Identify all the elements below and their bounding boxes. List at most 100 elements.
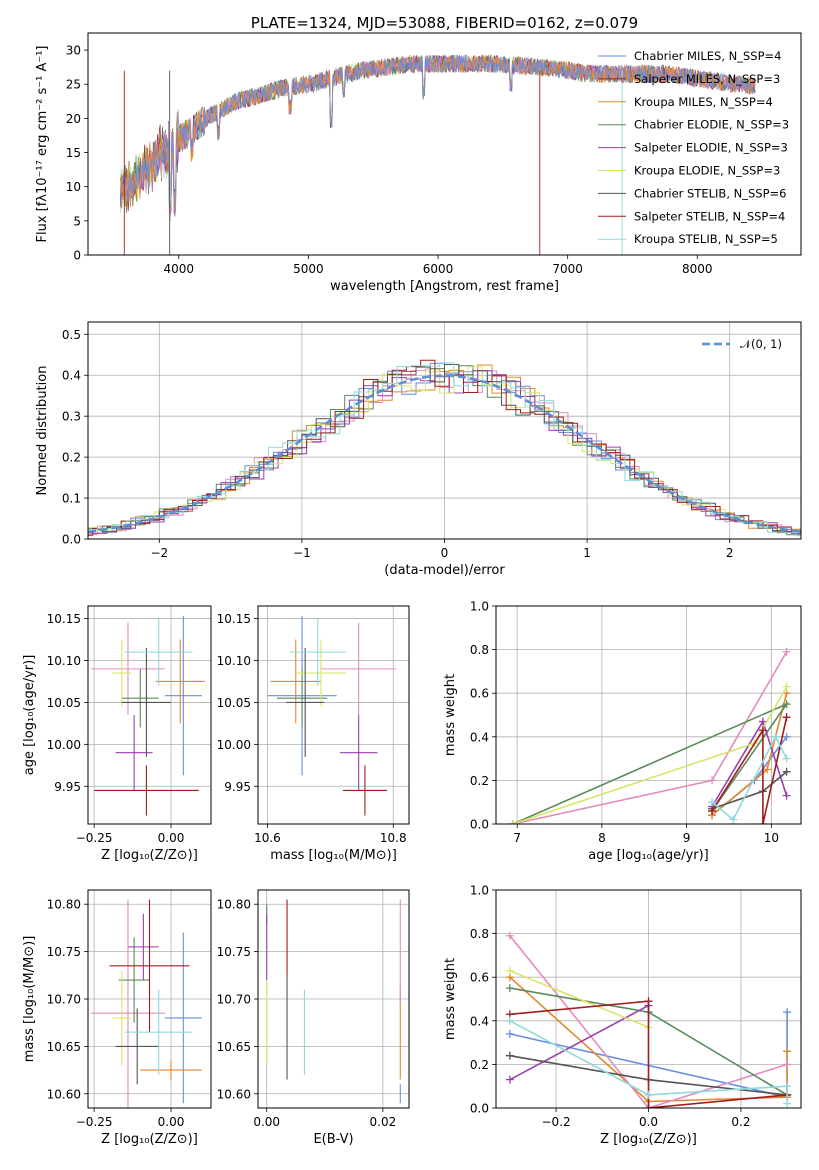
weight-marker (505, 931, 514, 940)
weight-marker (782, 732, 791, 741)
x-tick-label: 7 (513, 831, 521, 845)
y-tick-label: 0.0 (470, 818, 489, 832)
normal-curve (88, 374, 801, 534)
chart-title: PLATE=1324, MJD=53088, FIBERID=0162, z=0… (251, 14, 638, 32)
weight-marker (508, 820, 517, 824)
x-axis-label: Z [log₁₀(Z/Z⊙)] (101, 1132, 198, 1147)
weight-marker (708, 798, 717, 807)
y-tick-label: 10 (66, 180, 81, 194)
plot-area (91, 616, 205, 816)
axes-frame (495, 889, 802, 1109)
plot-area (91, 899, 202, 1108)
panel-4: 7 8 9 10 0.0 0.2 0.4 0.6 0.8 1.0 age [log₁₀(age/yr… (443, 600, 802, 863)
x-axis-label: (data-model)/error (384, 563, 505, 578)
x-tick-label: 8 (598, 831, 606, 845)
legend-entry: Kroupa MILES, N_SSP=4 (634, 95, 773, 109)
y-tick-label: 10.80 (47, 898, 81, 912)
weight-marker (758, 726, 767, 735)
y-tick-label: 0.8 (470, 643, 489, 657)
weight-marker (783, 1047, 792, 1056)
weight-marker (505, 1075, 514, 1084)
y-tick-label: 10.75 (47, 945, 81, 959)
y-tick-label: 10.05 (47, 696, 81, 710)
x-tick-label: 0.00 (158, 831, 185, 845)
panel-0: 4000 5000 6000 7000 8000 0 5 10 15 20 25 30 waveleng… (35, 14, 802, 294)
weight-marker (783, 1008, 792, 1017)
x-tick-label: 10.6 (254, 831, 281, 845)
y-tick-label: 0.6 (470, 687, 489, 701)
x-tick-label: 6000 (423, 262, 454, 276)
x-tick-label: −1 (293, 546, 311, 560)
x-axis-label: E(B-V) (313, 1132, 353, 1147)
legend-entry: Salpeter STELIB, N_SSP=4 (634, 209, 785, 223)
y-tick-label: 0.4 (62, 369, 81, 383)
x-axis-label: mass [log₁₀(M/M⊙)] (270, 848, 397, 863)
weight-marker (758, 820, 767, 824)
y-tick-label: 0.2 (62, 451, 81, 465)
x-tick-label: 7000 (552, 262, 583, 276)
weight-marker (782, 682, 791, 691)
spectrum-line (120, 54, 756, 214)
y-tick-label: 5 (73, 214, 81, 228)
weight-series (509, 969, 649, 1029)
plot-area (267, 616, 397, 816)
y-tick-label: 0.0 (470, 1102, 489, 1116)
y-tick-label: 9.95 (224, 780, 251, 794)
x-tick-label: 8000 (682, 262, 713, 276)
panel-1: −2 −1 0 1 2 0.0 0.1 0.2 0.3 0.4 0.5 (data-model)/er… (35, 321, 802, 578)
weight-marker (505, 1029, 514, 1038)
weight-marker (782, 647, 791, 656)
x-axis-label: Z [log₁₀(Z/Z⊙)] (600, 1132, 697, 1147)
weight-marker (505, 984, 514, 993)
y-tick-label: 0.1 (62, 492, 81, 506)
y-tick-label: 10.60 (47, 1087, 81, 1101)
x-tick-label: −0.25 (76, 1115, 113, 1129)
panel-7: −0.2 0.0 0.2 0.0 0.2 0.4 0.6 0.8 1.0 Z [log₁₀(Z/Z… (443, 884, 802, 1147)
x-tick-label: 0.0 (639, 1115, 658, 1129)
x-tick-label: 1 (583, 546, 591, 560)
plot-area (266, 899, 401, 1104)
weight-marker (783, 1082, 792, 1091)
x-axis-label: wavelength [Angstrom, rest frame] (330, 279, 559, 294)
y-tick-label: 10.65 (47, 1040, 81, 1054)
weight-marker (708, 806, 717, 815)
y-tick-label: 1.0 (470, 884, 489, 898)
panel-3: 10.6 10.8 9.95 10.00 10.05 10.10 10.15 mass [lo… (217, 605, 410, 863)
weight-marker (782, 754, 791, 763)
weight-marker (782, 713, 791, 722)
panel-6: 0.00 0.02 10.60 10.65 10.70 10.75 10.80 E(B-V) (217, 889, 410, 1147)
weight-series (711, 735, 788, 821)
y-tick-label: 10.00 (47, 738, 81, 752)
legend-entry: Kroupa STELIB, N_SSP=5 (634, 232, 778, 246)
x-axis-label: Z [log₁₀(Z/Z⊙)] (101, 848, 198, 863)
y-tick-label: 10.70 (217, 993, 251, 1007)
weight-marker (505, 1051, 514, 1060)
y-axis-label: mass weight (443, 674, 458, 756)
y-axis-label: Flux [fλ10⁻¹⁷ erg cm⁻² s⁻¹ A⁻¹] (35, 46, 50, 243)
weight-marker (644, 1104, 653, 1108)
histogram-series (88, 362, 801, 537)
x-axis-label: age [log₁₀(age/yr)] (588, 848, 709, 863)
weight-marker (782, 767, 791, 776)
weight-marker (763, 765, 772, 774)
y-tick-label: 25 (66, 78, 81, 92)
weight-series (509, 1020, 788, 1104)
y-tick-label: 10.15 (217, 612, 251, 626)
y-axis-label: mass weight (443, 958, 458, 1040)
legend-entry: Salpeter ELODIE, N_SSP=3 (634, 141, 788, 155)
x-tick-label: 0.00 (253, 1115, 280, 1129)
y-tick-label: 0.4 (470, 1014, 489, 1028)
legend-entry: Chabrier MILES, N_SSP=4 (634, 49, 781, 63)
x-tick-label: 5000 (293, 262, 324, 276)
y-tick-label: 0.5 (62, 328, 81, 342)
y-tick-label: 0.4 (470, 730, 489, 744)
weight-marker (708, 776, 717, 785)
y-tick-label: 15 (66, 146, 81, 160)
weight-marker (782, 791, 791, 800)
y-tick-label: 10.80 (217, 898, 251, 912)
x-tick-label: 0.2 (731, 1115, 750, 1129)
weight-marker (505, 966, 514, 975)
y-tick-label: 0.0 (62, 533, 81, 547)
y-tick-label: 0.2 (470, 1058, 489, 1072)
y-tick-label: 0.8 (470, 927, 489, 941)
